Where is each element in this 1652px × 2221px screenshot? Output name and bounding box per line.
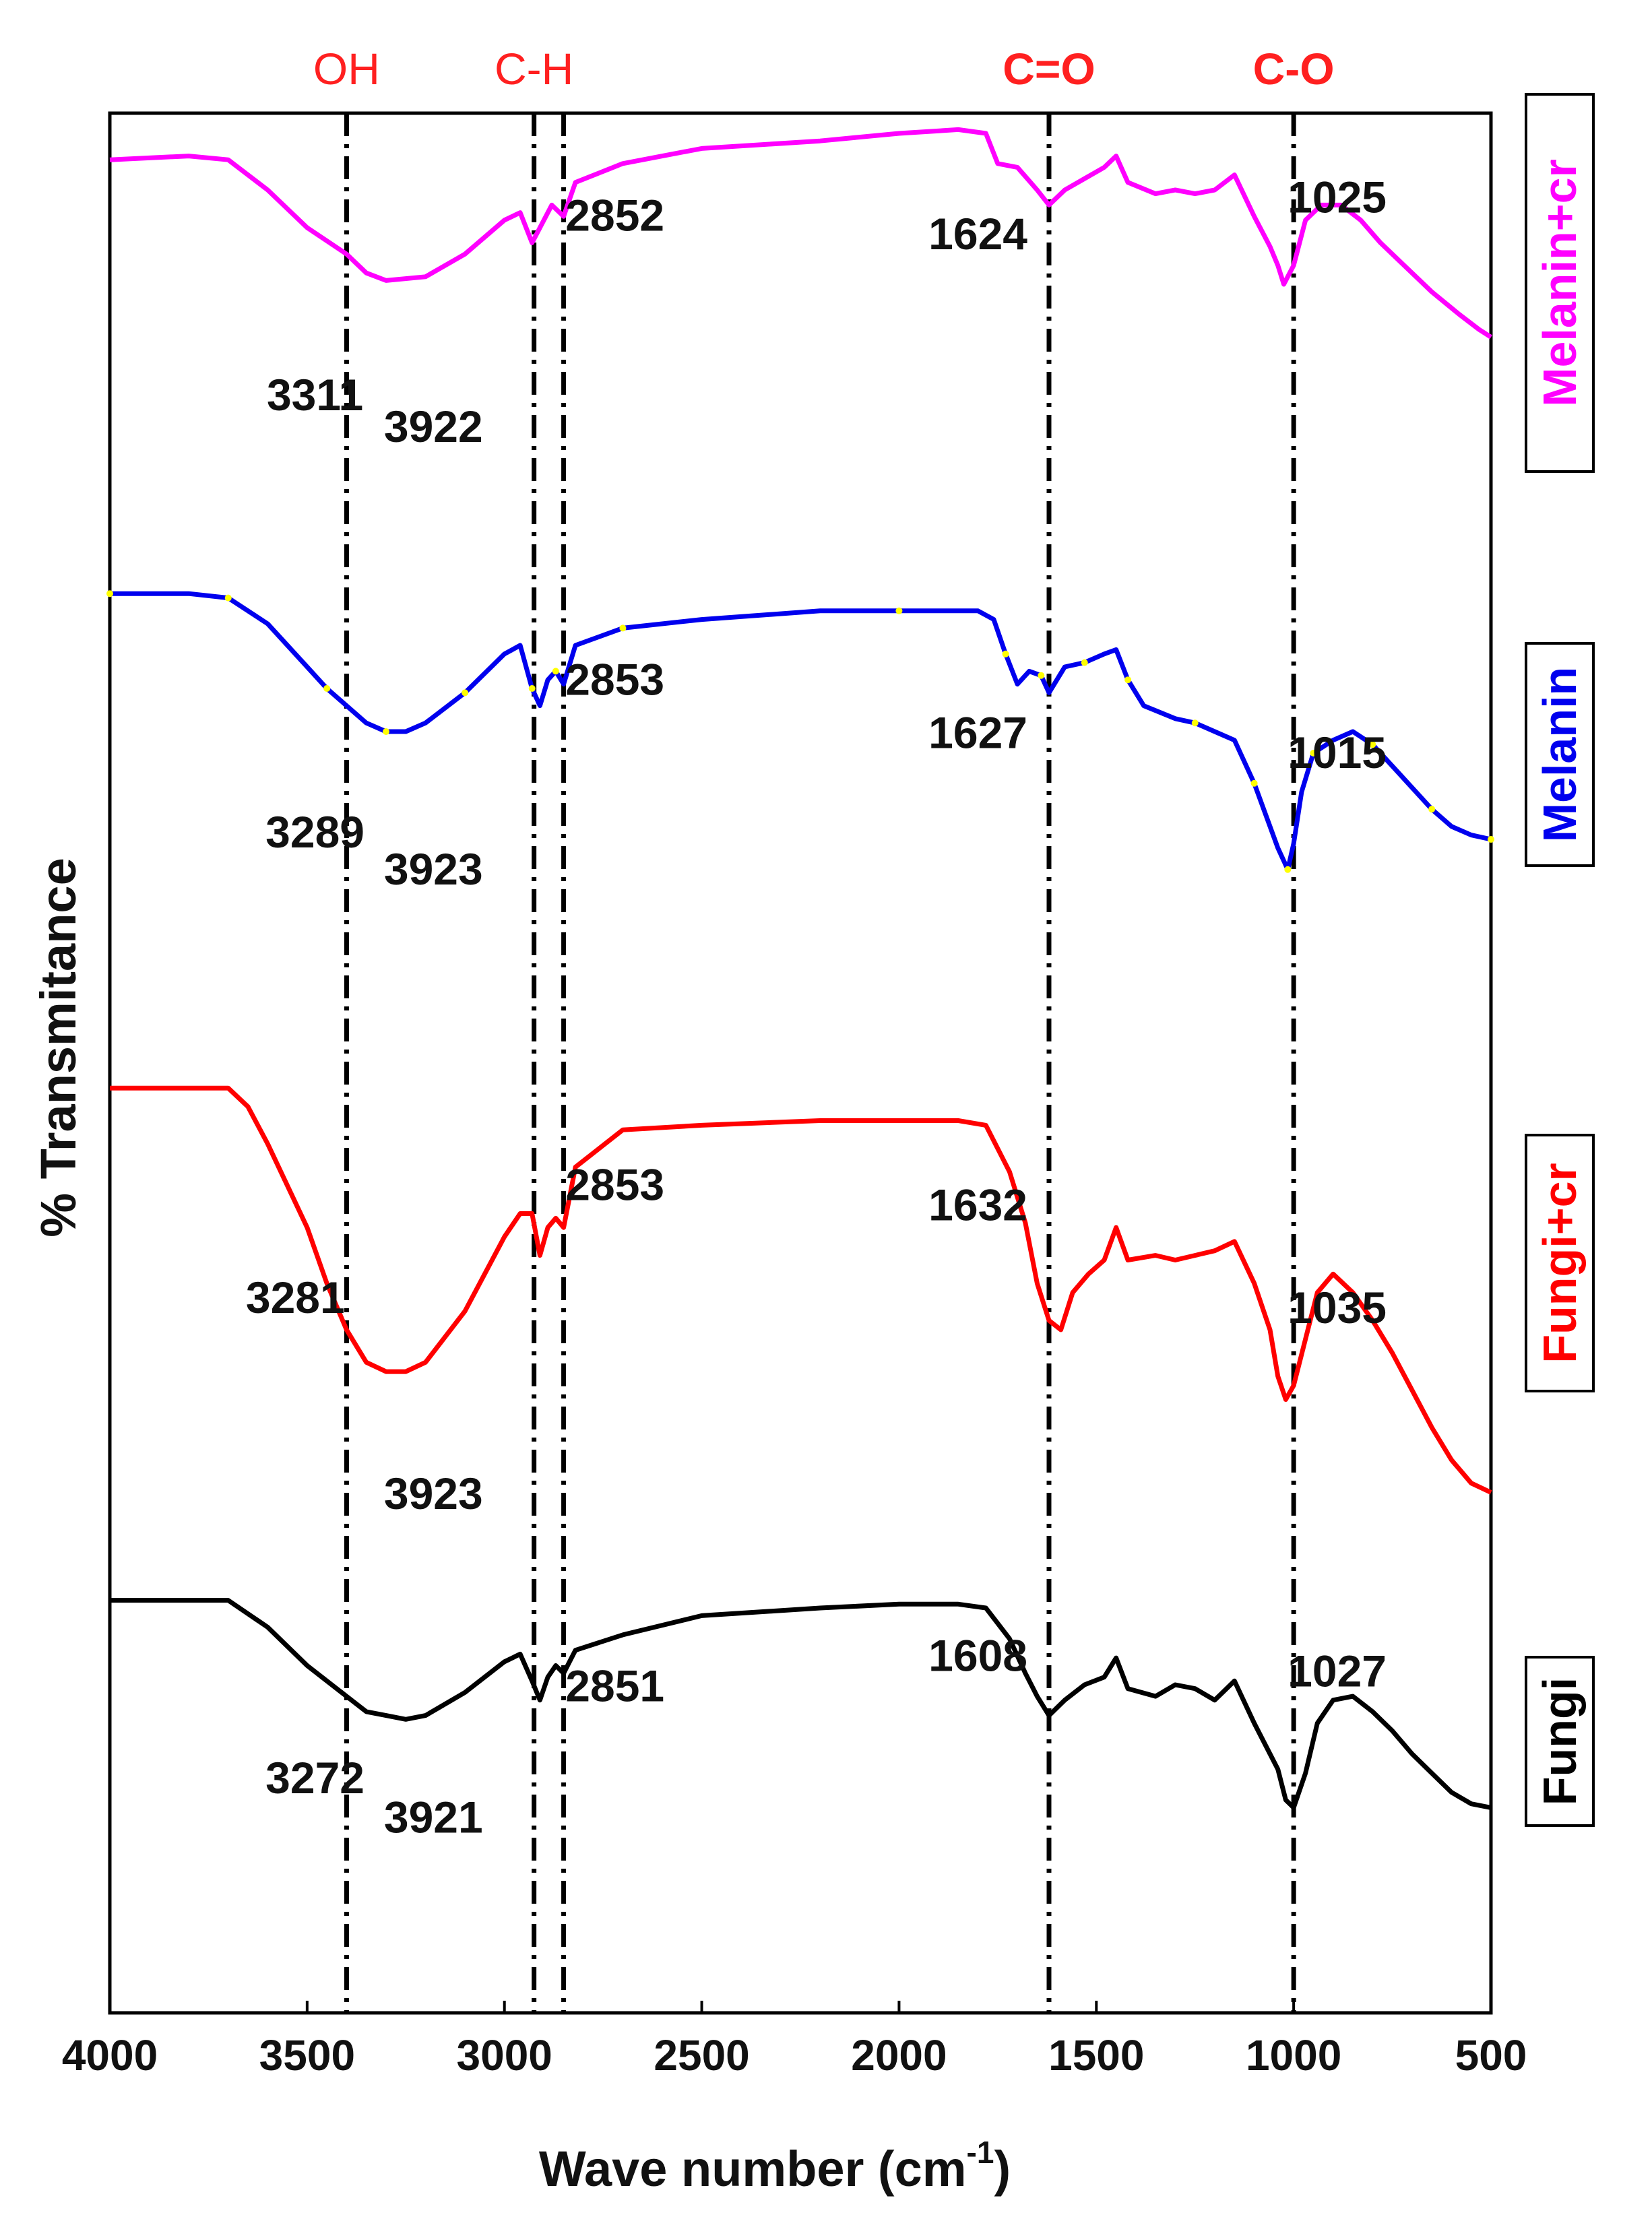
series-marker bbox=[1310, 750, 1317, 757]
series-marker bbox=[528, 685, 536, 692]
x-axis-ticks: 4000 3500 3000 2500 2000 1500 1000 500 bbox=[62, 2001, 1527, 2080]
peak-label: 1027 bbox=[1288, 1646, 1387, 1696]
series-marker bbox=[1124, 676, 1132, 684]
peak-label: 3311 bbox=[267, 370, 363, 420]
x-axis-title-close: ) bbox=[994, 2141, 1011, 2197]
peak-label: 3289 bbox=[265, 807, 364, 857]
legend-box-2 bbox=[1525, 1134, 1595, 1392]
x-axis-title-main: Wave number (cm bbox=[539, 2141, 967, 2197]
series-marker bbox=[383, 728, 389, 735]
peak-label: 2853 bbox=[565, 655, 664, 705]
series-marker bbox=[1488, 836, 1494, 843]
peak-label: 1627 bbox=[928, 708, 1027, 758]
x-axis-title: Wave number (cm-1) bbox=[539, 2135, 1011, 2197]
x-tick-label: 2000 bbox=[851, 2031, 947, 2080]
x-tick-label: 500 bbox=[1455, 2031, 1527, 2080]
band-label-4: C-O bbox=[1253, 44, 1335, 94]
series-line-0 bbox=[109, 127, 1492, 340]
band-label-0: OH bbox=[313, 44, 380, 94]
series-marker bbox=[619, 624, 627, 632]
series-marker bbox=[1081, 659, 1088, 666]
series-marker bbox=[1428, 806, 1436, 813]
peak-label: 2852 bbox=[565, 190, 664, 240]
peak-label: 3923 bbox=[384, 1469, 483, 1518]
legend-box-0 bbox=[1525, 93, 1595, 473]
legend-label-3: Fungi bbox=[1533, 1677, 1586, 1805]
peak-labels: 3311 3922 2852 1624 1025 3289 3923 2853 1627 1015… bbox=[246, 172, 1387, 1842]
peak-label: 3281 bbox=[246, 1273, 345, 1322]
series-marker bbox=[1002, 650, 1009, 657]
band-labels: OH C-H C=O C-O bbox=[313, 44, 1335, 94]
x-tick-label: 3000 bbox=[457, 2031, 552, 2080]
legend: Melanin+cr Melanin Fungi+cr Fungi bbox=[1525, 93, 1595, 1827]
peak-label: 1632 bbox=[928, 1180, 1027, 1230]
x-tick-label: 1000 bbox=[1246, 2031, 1341, 2080]
band-label-1: C-H bbox=[495, 44, 573, 94]
x-tick-label: 1500 bbox=[1048, 2031, 1144, 2080]
peak-label: 1035 bbox=[1288, 1283, 1387, 1332]
series-marker bbox=[323, 685, 331, 692]
x-axis-title-sup: -1 bbox=[967, 2135, 994, 2170]
x-tick-label: 4000 bbox=[62, 2031, 158, 2080]
series-marker bbox=[1038, 672, 1045, 679]
series-marker bbox=[895, 607, 903, 614]
series-marker bbox=[552, 668, 559, 675]
peak-label: 1015 bbox=[1288, 728, 1387, 777]
peak-label: 2851 bbox=[565, 1661, 664, 1711]
legend-label-1: Melanin bbox=[1533, 667, 1586, 843]
series-marker bbox=[462, 689, 469, 697]
series-marker bbox=[224, 594, 232, 602]
x-tick-label: 2500 bbox=[654, 2031, 749, 2080]
peak-label: 3923 bbox=[384, 844, 483, 894]
band-lines bbox=[344, 113, 1296, 2013]
series-marker bbox=[1369, 741, 1376, 748]
peak-label: 1608 bbox=[928, 1630, 1027, 1680]
peak-label: 3922 bbox=[384, 401, 483, 451]
y-axis-title: % Transmitance bbox=[30, 858, 86, 1237]
series-marker bbox=[106, 590, 113, 598]
series-group bbox=[106, 127, 1494, 1810]
peak-label: 3272 bbox=[265, 1753, 364, 1803]
series-line-2 bbox=[110, 1085, 1492, 1495]
series-marker bbox=[1191, 719, 1199, 727]
peak-label: 3921 bbox=[384, 1792, 483, 1842]
legend-box-3 bbox=[1525, 1656, 1595, 1827]
series-line-3 bbox=[110, 1598, 1492, 1810]
series-marker bbox=[1250, 779, 1258, 787]
legend-label-0: Melanin+cr bbox=[1533, 159, 1586, 407]
peak-label: 2853 bbox=[565, 1160, 664, 1210]
series-marker bbox=[1284, 866, 1292, 873]
series-line-1 bbox=[110, 591, 1492, 872]
peak-label: 1025 bbox=[1288, 172, 1387, 222]
x-tick-label: 3500 bbox=[259, 2031, 355, 2080]
legend-label-2: Fungi+cr bbox=[1533, 1163, 1586, 1363]
peak-label: 1624 bbox=[928, 209, 1027, 259]
band-label-3: C=O bbox=[1003, 44, 1095, 94]
plot-frame bbox=[108, 111, 1493, 2015]
legend-box-1 bbox=[1525, 642, 1595, 867]
